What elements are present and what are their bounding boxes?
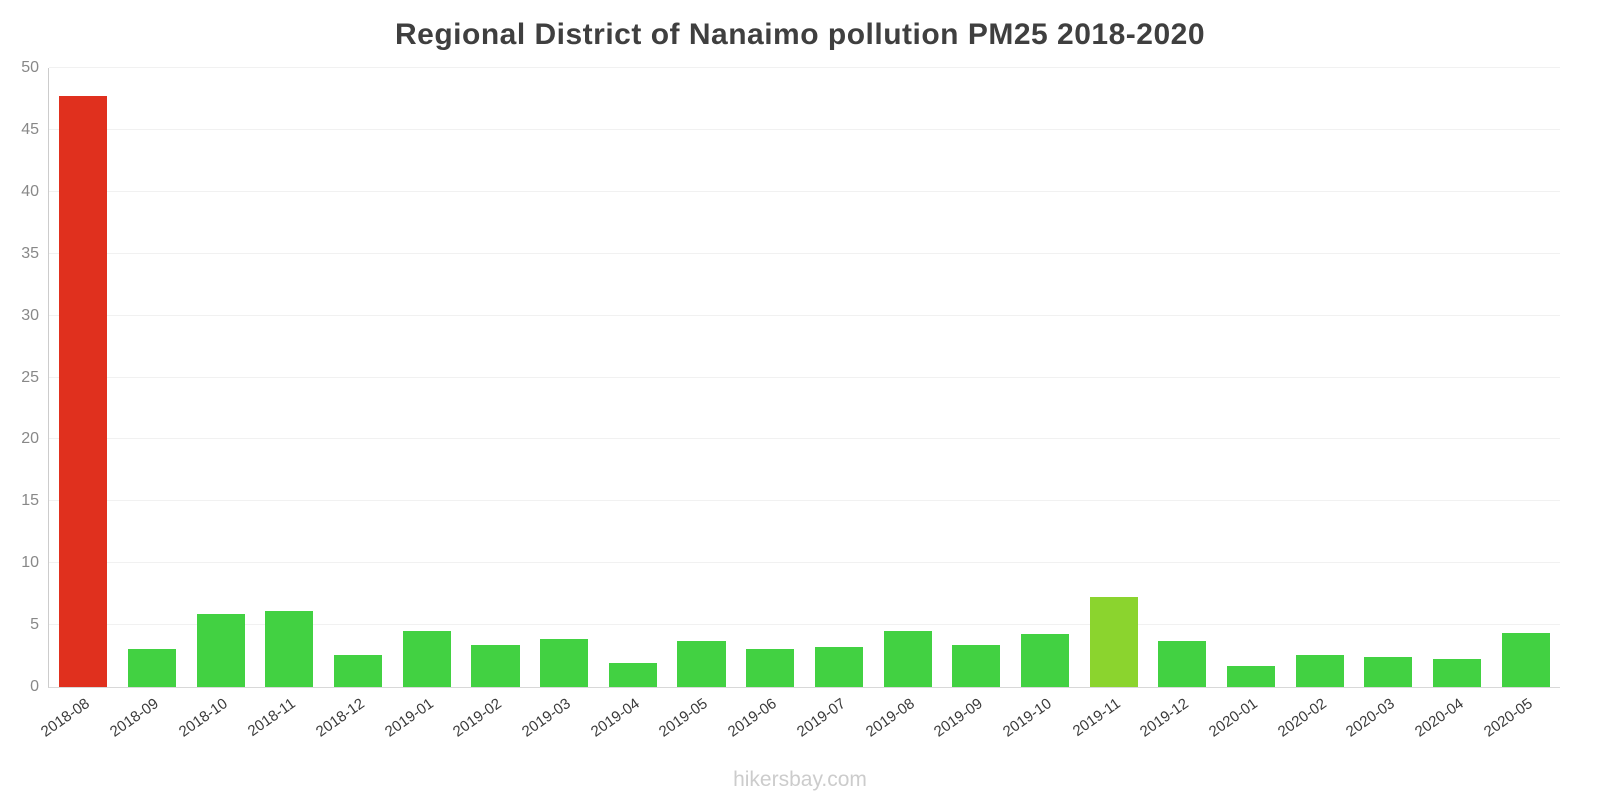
bar-2020-03 bbox=[1364, 657, 1413, 687]
x-axis-tick-label: 2020-01 bbox=[1205, 695, 1261, 741]
bar-2019-01 bbox=[402, 631, 451, 687]
x-axis-tick-label: 2018-09 bbox=[106, 695, 162, 741]
x-axis-tick-label: 2019-03 bbox=[519, 695, 574, 741]
bar-slot: 2020-03 bbox=[1343, 68, 1423, 741]
x-axis-tick-label: 2020-04 bbox=[1411, 695, 1467, 741]
bar-2019-11 bbox=[1089, 596, 1138, 687]
bar-slot: 2019-09 bbox=[931, 68, 1011, 741]
y-axis-tick-label: 45 bbox=[21, 120, 39, 138]
y-axis-tick-label: 10 bbox=[21, 554, 39, 572]
bar-slot: 2019-04 bbox=[588, 68, 668, 741]
plot-area: 0 5 10 15 20 25 30 35 40 45 50 2018-08 2018-09 2018-1… bbox=[21, 60, 1560, 741]
bar-slot: 2019-02 bbox=[450, 68, 530, 741]
x-axis-tick-label: 2020-02 bbox=[1274, 695, 1330, 741]
bar-2018-10 bbox=[196, 613, 245, 687]
x-axis-tick-label: 2020-05 bbox=[1480, 695, 1536, 741]
watermark-text: hikersbay.com bbox=[733, 768, 867, 791]
bar-2020-02 bbox=[1295, 654, 1344, 687]
bar-slot: 2019-08 bbox=[862, 68, 942, 741]
y-axis-tick-label: 15 bbox=[21, 492, 39, 510]
bar-slot: 2018-08 bbox=[38, 68, 118, 741]
bar-slot: 2019-03 bbox=[519, 68, 599, 741]
bar-2019-05 bbox=[677, 641, 726, 687]
y-axis-tick-label: 40 bbox=[21, 182, 39, 200]
bar-2019-04 bbox=[608, 663, 657, 687]
x-axis-tick-label: 2019-09 bbox=[931, 695, 987, 741]
x-axis-tick-label: 2019-05 bbox=[656, 695, 712, 741]
y-axis-tick-label: 50 bbox=[21, 59, 39, 76]
bar-slot: 2019-11 bbox=[1069, 68, 1148, 740]
x-axis-tick-label: 2019-06 bbox=[725, 695, 780, 741]
bar-slot: 2019-05 bbox=[656, 68, 736, 741]
x-axis-tick-label: 2018-10 bbox=[175, 695, 231, 741]
chart-title: Regional District of Nanaimo pollution P… bbox=[394, 18, 1205, 51]
bar-slot: 2018-10 bbox=[176, 68, 255, 741]
bar-slot: 2018-11 bbox=[245, 68, 324, 740]
x-axis-tick-label: 2020-03 bbox=[1343, 695, 1399, 741]
bar-2019-10 bbox=[1020, 633, 1069, 687]
bar-slot: 2020-05 bbox=[1481, 68, 1560, 741]
x-axis-tick-label: 2019-02 bbox=[450, 695, 506, 741]
bar-2019-12 bbox=[1158, 641, 1207, 687]
bar-slot: 2019-01 bbox=[382, 68, 461, 741]
bar-chart: 0 5 10 15 20 25 30 35 40 45 50 2018-08 2018-09 2018-1… bbox=[21, 60, 1560, 741]
bar-slot: 2019-06 bbox=[725, 68, 805, 741]
x-axis-tick-label: 2019-11 bbox=[1069, 695, 1124, 740]
x-axis-tick-label: 2019-12 bbox=[1137, 695, 1193, 741]
bar-slot: 2019-07 bbox=[794, 68, 874, 741]
x-axis-tick-label: 2019-01 bbox=[381, 695, 437, 741]
bar-2019-09 bbox=[952, 644, 1001, 687]
y-axis-tick-label: 5 bbox=[30, 616, 39, 634]
bar-2019-03 bbox=[540, 638, 589, 687]
bars-row: 2018-08 2018-09 2018-10 2018-11 2018-12 2019-… bbox=[38, 68, 1560, 741]
y-axis-tick-label: 25 bbox=[21, 368, 39, 386]
bar-2020-01 bbox=[1226, 665, 1276, 687]
x-axis-tick-label: 2019-07 bbox=[793, 695, 849, 741]
bar-2018-12 bbox=[334, 654, 383, 687]
bar-2020-05 bbox=[1501, 632, 1550, 687]
y-axis-tick-label: 0 bbox=[30, 678, 39, 695]
bar-2019-07 bbox=[814, 647, 863, 687]
y-axis-tick-label: 20 bbox=[21, 430, 39, 448]
x-axis-tick-label: 2018-12 bbox=[312, 695, 368, 741]
x-axis-tick-label: 2018-08 bbox=[38, 695, 94, 741]
bar-2018-09 bbox=[127, 648, 177, 687]
bar-2019-02 bbox=[471, 644, 520, 687]
x-axis-tick-label: 2018-11 bbox=[245, 695, 300, 740]
bar-2020-04 bbox=[1433, 658, 1482, 687]
bar-slot: 2020-04 bbox=[1412, 68, 1492, 741]
bar-2018-08 bbox=[59, 96, 108, 687]
bar-slot: 2018-12 bbox=[313, 68, 393, 741]
bar-2019-08 bbox=[883, 631, 932, 687]
bar-slot: 2020-01 bbox=[1206, 68, 1286, 741]
bar-slot: 2020-02 bbox=[1275, 68, 1354, 741]
x-axis-tick-label: 2019-04 bbox=[587, 695, 643, 741]
x-axis-tick-label: 2019-08 bbox=[862, 695, 918, 741]
bar-2018-11 bbox=[265, 611, 314, 687]
bar-slot: 2019-12 bbox=[1137, 68, 1217, 741]
bar-slot: 2019-10 bbox=[1000, 68, 1080, 741]
bar-slot: 2018-09 bbox=[107, 68, 187, 741]
y-axis-tick-label: 35 bbox=[21, 244, 39, 262]
bar-2019-06 bbox=[746, 648, 795, 687]
x-axis-tick-label: 2019-10 bbox=[999, 695, 1055, 741]
y-axis-tick-label: 30 bbox=[21, 306, 39, 324]
